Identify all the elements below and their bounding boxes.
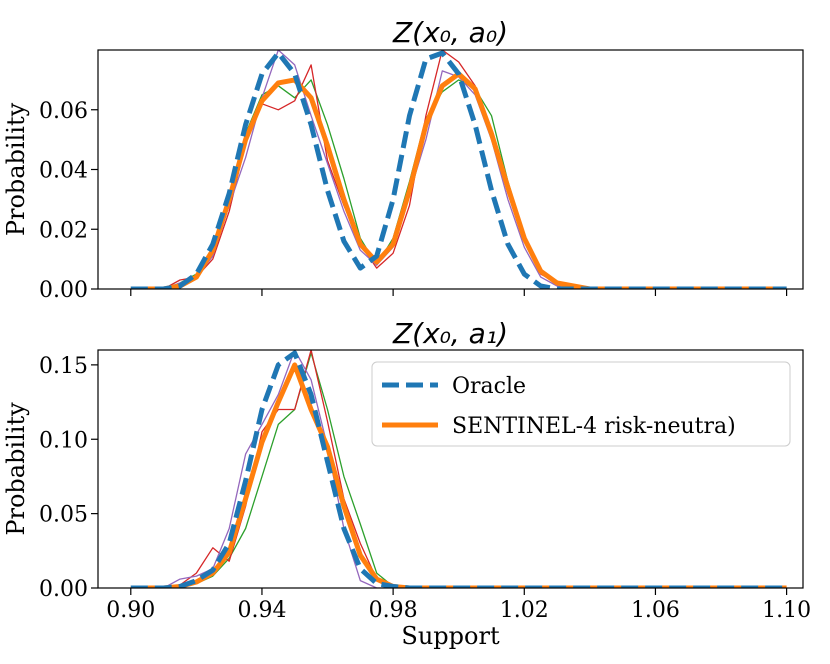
panel-title: Z(x₀, a₁) bbox=[392, 317, 508, 350]
series-line-run-3 bbox=[130, 50, 787, 289]
x-tick-label: 1.10 bbox=[762, 598, 811, 623]
series-line-oracle bbox=[130, 350, 787, 588]
x-tick-label: 0.90 bbox=[106, 598, 155, 623]
panel-title: Z(x₀, a₀) bbox=[392, 16, 508, 49]
y-axis-label: Probability bbox=[2, 102, 30, 236]
y-tick-label: 0.06 bbox=[39, 99, 88, 124]
legend-box bbox=[371, 361, 791, 447]
y-tick-label: 0.00 bbox=[39, 577, 88, 602]
y-axis-label: Probability bbox=[2, 402, 30, 536]
series-line-sentinel-4-risk-neutra- bbox=[130, 71, 787, 289]
y-tick-label: 0.15 bbox=[39, 354, 88, 379]
series-line-run-3 bbox=[130, 350, 787, 588]
legend: Oracle SENTINEL-4 risk-neutra) bbox=[371, 361, 791, 447]
bottom-panel: 0.00 0.05 0.10 0.15 0.90 0.94 0.98 1.02 1.06 1.10… bbox=[2, 317, 811, 650]
series-line-oracle bbox=[130, 50, 787, 289]
series-line-sentinel-4-risk-neutra- bbox=[130, 362, 787, 588]
series-line-run-2 bbox=[130, 79, 787, 289]
legend-label: SENTINEL-4 risk-neutra) bbox=[452, 414, 736, 439]
y-tick-label: 0.02 bbox=[39, 218, 88, 243]
y-tick-label: 0.00 bbox=[39, 278, 88, 303]
y-tick-label: 0.10 bbox=[39, 428, 88, 453]
x-tick-label: 0.98 bbox=[369, 598, 418, 623]
series-line-run-4 bbox=[130, 50, 787, 289]
x-tick-label: 1.06 bbox=[631, 598, 680, 623]
x-axis-label: Support bbox=[401, 622, 500, 650]
plot-frame bbox=[97, 349, 804, 589]
series-group bbox=[130, 50, 787, 289]
legend-label: Oracle bbox=[452, 374, 526, 399]
x-tick-label: 1.02 bbox=[500, 598, 549, 623]
series-group bbox=[130, 350, 787, 588]
top-panel: 0.00 0.02 0.04 0.06 Z(x₀, a₀) Probability bbox=[2, 16, 804, 303]
y-tick-label: 0.04 bbox=[39, 159, 88, 184]
x-tick-label: 0.94 bbox=[237, 598, 286, 623]
y-tick-label: 0.05 bbox=[39, 503, 88, 528]
